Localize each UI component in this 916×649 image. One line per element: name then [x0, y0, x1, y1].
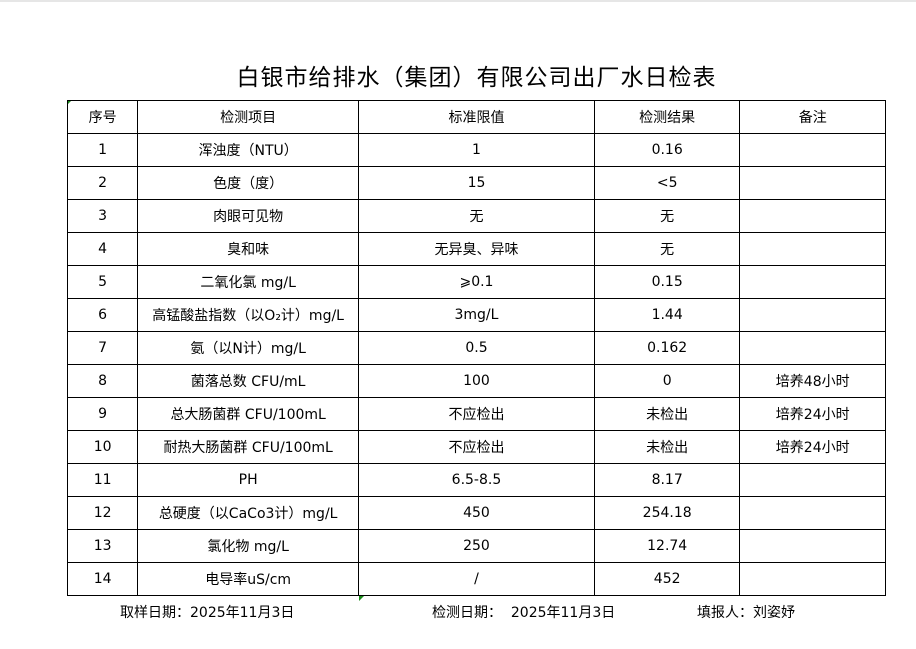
- table-row: 5 二氧化氯 mg/L ⩾0.1 0.15: [66, 265, 886, 299]
- standard-limit-cell[interactable]: 不应检出: [358, 397, 595, 431]
- row-number-cell[interactable]: 13: [66, 529, 139, 563]
- row-number-cell[interactable]: 7: [66, 331, 139, 365]
- test-item-cell[interactable]: 二氧化氯 mg/L: [137, 265, 360, 299]
- test-result-cell[interactable]: 0.16: [593, 133, 741, 167]
- row-number-cell[interactable]: 10: [66, 430, 139, 464]
- cell-comment-marker: [359, 596, 364, 601]
- header-cell[interactable]: 检测项目: [137, 100, 360, 134]
- test-item-cell[interactable]: 肉眼可见物: [137, 199, 360, 233]
- remark-cell[interactable]: [739, 562, 886, 596]
- test-result-cell[interactable]: 无: [593, 199, 741, 233]
- row-number-cell[interactable]: 12: [66, 496, 139, 530]
- header-cell[interactable]: 检测结果: [593, 100, 741, 134]
- remark-cell[interactable]: [739, 133, 886, 167]
- test-result-cell[interactable]: 254.18: [593, 496, 741, 530]
- test-item-cell[interactable]: PH: [137, 463, 360, 497]
- test-item-cell[interactable]: 浑浊度（NTU）: [137, 133, 360, 167]
- reporter: 填报人：刘姿妤: [697, 605, 795, 621]
- inspection-table: 序号 检测项目 标准限值 检测结果 备注 1 浑浊度（NTU） 1 0.16 2 色度（度…: [66, 100, 886, 596]
- table-row: 2 色度（度） 15 <5: [66, 166, 886, 200]
- row-number-cell[interactable]: 1: [66, 133, 139, 167]
- remark-cell[interactable]: [739, 199, 886, 233]
- standard-limit-cell[interactable]: /: [358, 562, 595, 596]
- page-title: 白银市给排水（集团）有限公司出厂水日检表: [236, 65, 717, 91]
- test-item-cell[interactable]: 总硬度（以CaCo3计）mg/L: [137, 496, 360, 530]
- remark-cell[interactable]: 培养24小时: [739, 430, 886, 464]
- test-result-cell[interactable]: 1.44: [593, 298, 741, 332]
- table-row: 12 总硬度（以CaCo3计）mg/L 450 254.18: [66, 496, 886, 530]
- test-result-cell[interactable]: 0: [593, 364, 741, 398]
- test-result-cell[interactable]: 452: [593, 562, 741, 596]
- row-number-cell[interactable]: 11: [66, 463, 139, 497]
- table-row: 13 氯化物 mg/L 250 12.74: [66, 529, 886, 563]
- test-result-cell[interactable]: 未检出: [593, 430, 741, 464]
- row-number-cell[interactable]: 9: [66, 397, 139, 431]
- remark-cell[interactable]: [739, 232, 886, 266]
- row-number-cell[interactable]: 5: [66, 265, 139, 299]
- remark-cell[interactable]: [739, 166, 886, 200]
- standard-limit-cell[interactable]: 不应检出: [358, 430, 595, 464]
- test-item-cell[interactable]: 耐热大肠菌群 CFU/100mL: [137, 430, 360, 464]
- test-item-cell[interactable]: 菌落总数 CFU/mL: [137, 364, 360, 398]
- table-row: 6 高锰酸盐指数（以O₂计）mg/L 3mg/L 1.44: [66, 298, 886, 332]
- standard-limit-cell[interactable]: 6.5-8.5: [358, 463, 595, 497]
- remark-cell[interactable]: [739, 496, 886, 530]
- standard-limit-cell[interactable]: 250: [358, 529, 595, 563]
- top-border: [0, 0, 916, 2]
- remark-cell[interactable]: [739, 331, 886, 365]
- sample-date: 取样日期：2025年11月3日: [120, 605, 295, 621]
- test-item-cell[interactable]: 臭和味: [137, 232, 360, 266]
- table-row: 8 菌落总数 CFU/mL 100 0 培养48小时: [66, 364, 886, 398]
- test-result-cell[interactable]: 无: [593, 232, 741, 266]
- remark-cell[interactable]: 培养48小时: [739, 364, 886, 398]
- table-row: 4 臭和味 无异臭、异味无: [66, 232, 886, 266]
- table-row: 7 氨（以N计）mg/L 0.5 0.162: [66, 331, 886, 365]
- test-item-cell[interactable]: 氯化物 mg/L: [137, 529, 360, 563]
- table-row: 9 总大肠菌群 CFU/100mL 不应检出 未检出 培养24小时: [66, 397, 886, 431]
- standard-limit-cell[interactable]: 3mg/L: [358, 298, 595, 332]
- row-number-cell[interactable]: 14: [66, 562, 139, 596]
- header-cell[interactable]: 标准限值: [358, 100, 595, 134]
- standard-limit-cell[interactable]: 15: [358, 166, 595, 200]
- standard-limit-cell[interactable]: 无异臭、异味: [358, 232, 595, 266]
- standard-limit-cell[interactable]: 1: [358, 133, 595, 167]
- test-result-cell[interactable]: 12.74: [593, 529, 741, 563]
- standard-limit-cell[interactable]: 无: [358, 199, 595, 233]
- test-result-cell[interactable]: <5: [593, 166, 741, 200]
- standard-limit-cell[interactable]: 0.5: [358, 331, 595, 365]
- table-row: 10 耐热大肠菌群 CFU/100mL 不应检出 未检出 培养24小时: [66, 430, 886, 464]
- standard-limit-cell[interactable]: 450: [358, 496, 595, 530]
- remark-cell[interactable]: [739, 463, 886, 497]
- test-result-cell[interactable]: 0.15: [593, 265, 741, 299]
- remark-cell[interactable]: [739, 265, 886, 299]
- remark-cell[interactable]: [739, 298, 886, 332]
- remark-cell[interactable]: 培养24小时: [739, 397, 886, 431]
- test-item-cell[interactable]: 总大肠菌群 CFU/100mL: [137, 397, 360, 431]
- test-date: 检测日期： 2025年11月3日: [432, 605, 616, 621]
- test-result-cell[interactable]: 0.162: [593, 331, 741, 365]
- row-number-cell[interactable]: 8: [66, 364, 139, 398]
- table-row: 3 肉眼可见物无无: [66, 199, 886, 233]
- standard-limit-cell[interactable]: ⩾0.1: [358, 265, 595, 299]
- test-result-cell[interactable]: 8.17: [593, 463, 741, 497]
- table-row: 1 浑浊度（NTU） 1 0.16: [66, 133, 886, 167]
- header-cell[interactable]: 序号: [66, 100, 139, 134]
- row-number-cell[interactable]: 6: [66, 298, 139, 332]
- test-item-cell[interactable]: 高锰酸盐指数（以O₂计）mg/L: [137, 298, 360, 332]
- standard-limit-cell[interactable]: 100: [358, 364, 595, 398]
- row-number-cell[interactable]: 2: [66, 166, 139, 200]
- remark-cell[interactable]: [739, 529, 886, 563]
- header-cell[interactable]: 备注: [739, 100, 886, 134]
- row-number-cell[interactable]: 4: [66, 232, 139, 266]
- test-result-cell[interactable]: 未检出: [593, 397, 741, 431]
- test-item-cell[interactable]: 电导率uS/cm: [137, 562, 360, 596]
- test-item-cell[interactable]: 色度（度）: [137, 166, 360, 200]
- row-number-cell[interactable]: 3: [66, 199, 139, 233]
- test-item-cell[interactable]: 氨（以N计）mg/L: [137, 331, 360, 365]
- table-row: 14 电导率uS/cm/452: [66, 562, 886, 596]
- table-row: 11 PH 6.5-8.5 8.17: [66, 463, 886, 497]
- table-header-row: 序号 检测项目 标准限值 检测结果 备注: [66, 100, 886, 134]
